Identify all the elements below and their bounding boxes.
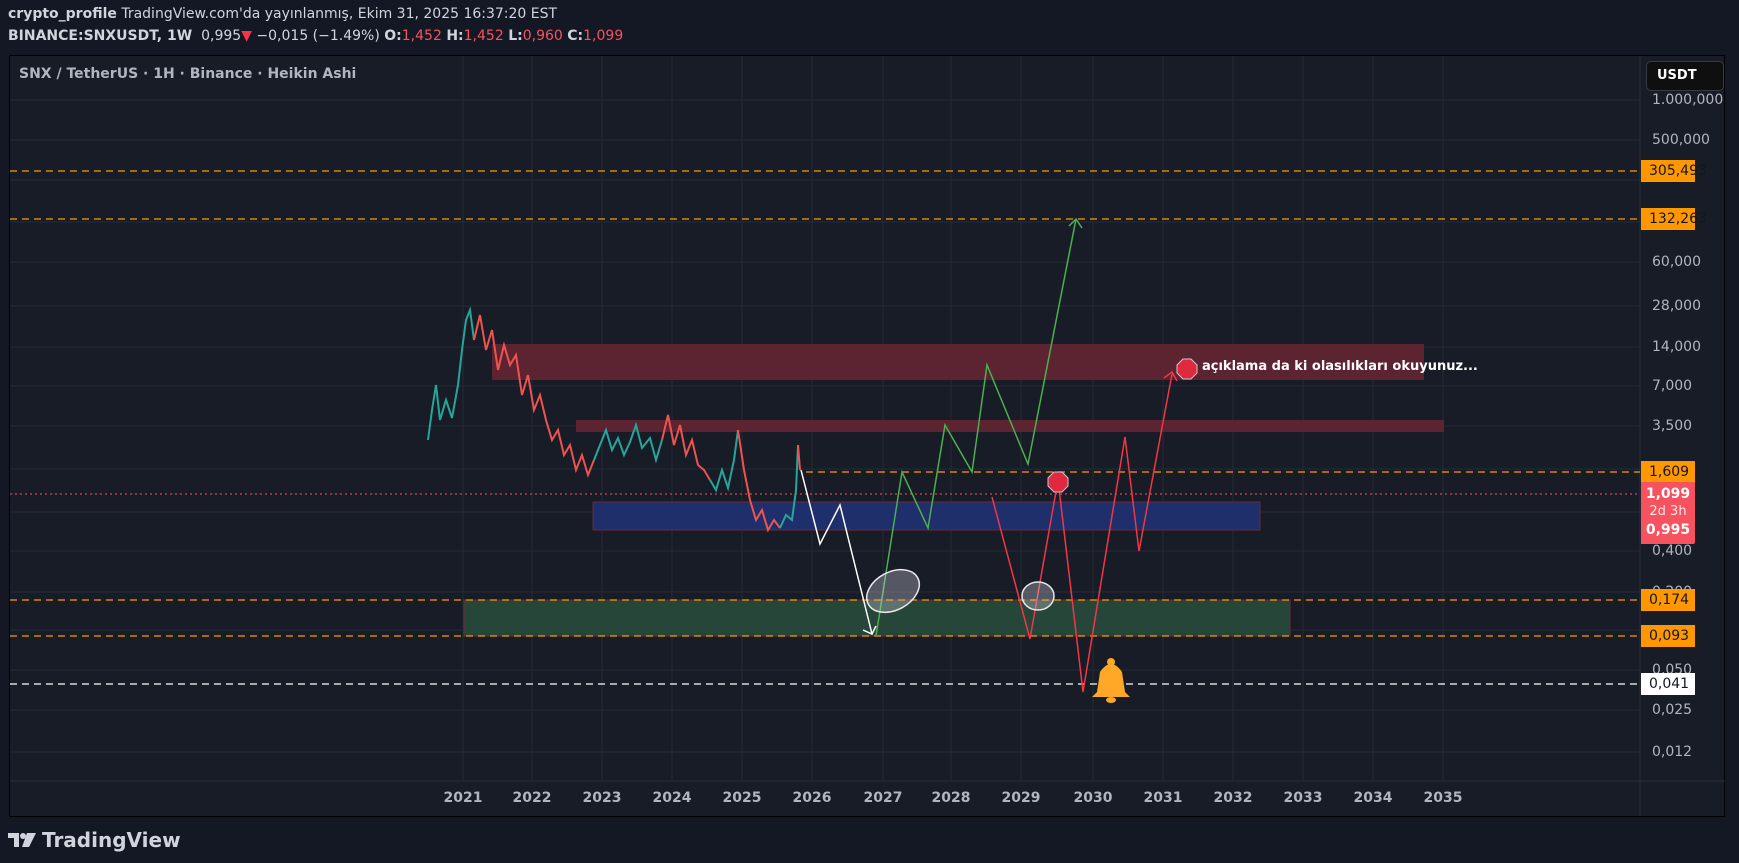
price-tick: 28,000 bbox=[1652, 298, 1701, 314]
triangle-down-icon: ▼ bbox=[241, 28, 252, 44]
price-tick: 500,000 bbox=[1652, 132, 1710, 148]
price-level-label[interactable]: 132,263 bbox=[1641, 208, 1707, 230]
price-tick: 14,000 bbox=[1652, 339, 1701, 355]
time-tick: 2028 bbox=[931, 790, 971, 806]
time-tick: 2033 bbox=[1283, 790, 1323, 806]
bell-alert-icon[interactable] bbox=[1092, 658, 1130, 703]
price-level-label[interactable]: 0,174 bbox=[1641, 589, 1695, 611]
price-change: −0,015 (−1.49%) bbox=[256, 28, 380, 44]
stop-sign-icon[interactable] bbox=[1047, 471, 1069, 493]
time-tick: 2034 bbox=[1353, 790, 1393, 806]
close-price-value: 0,995 bbox=[1645, 522, 1691, 538]
open-label: O: bbox=[384, 28, 402, 44]
close-label: C: bbox=[567, 28, 584, 44]
red-projection-line[interactable] bbox=[991, 373, 1173, 693]
green-projection-line[interactable] bbox=[875, 218, 1077, 637]
price-tick: 0,012 bbox=[1652, 744, 1693, 760]
current-price-value: 1,099 bbox=[1645, 486, 1691, 502]
chart-panel[interactable] bbox=[9, 55, 1725, 817]
green-arrow-head bbox=[1068, 217, 1083, 229]
ellipse-marker-1[interactable] bbox=[859, 561, 926, 621]
white-arrow-head bbox=[862, 625, 877, 635]
logo-text: TradingView bbox=[42, 828, 181, 852]
symbol-info: BINANCE:SNXUSDT, 1W 0,995▼ −0,015 (−1.49… bbox=[8, 28, 623, 44]
red-arrow-head bbox=[1163, 370, 1178, 382]
time-tick: 2032 bbox=[1213, 790, 1253, 806]
time-tick: 2023 bbox=[582, 790, 622, 806]
time-tick: 2031 bbox=[1143, 790, 1183, 806]
high-label: H: bbox=[446, 28, 464, 44]
tradingview-logo-icon bbox=[8, 833, 36, 847]
grid bbox=[10, 56, 1640, 780]
annotation-text[interactable]: açıklama da ki olasılıkları okuyunuz... bbox=[1202, 359, 1478, 374]
ellipse-marker-2[interactable] bbox=[1021, 581, 1055, 611]
price-candles bbox=[427, 306, 801, 533]
low-label: L: bbox=[508, 28, 523, 44]
price-level-label[interactable]: 0,093 bbox=[1641, 625, 1695, 647]
price-tick: 0,400 bbox=[1652, 543, 1693, 559]
price-level-lines bbox=[10, 170, 1640, 685]
price-level-label[interactable]: 305,493 bbox=[1641, 160, 1707, 182]
symbol-label: BINANCE:SNXUSDT, 1W bbox=[8, 28, 193, 44]
time-tick: 2030 bbox=[1073, 790, 1113, 806]
close-value: 1,099 bbox=[583, 28, 624, 44]
time-tick: 2035 bbox=[1423, 790, 1463, 806]
time-tick: 2025 bbox=[722, 790, 762, 806]
time-tick: 2021 bbox=[443, 790, 483, 806]
time-tick: 2022 bbox=[512, 790, 552, 806]
white-projection-line[interactable] bbox=[800, 469, 873, 635]
bar-countdown: 2d 3h bbox=[1649, 504, 1687, 519]
last-price: 0,995 bbox=[201, 28, 242, 44]
price-tick: 60,000 bbox=[1652, 254, 1701, 270]
price-level-label[interactable]: 1,609 bbox=[1641, 461, 1695, 483]
chart-legend[interactable]: SNX / TetherUS · 1H · Binance · Heikin A… bbox=[19, 66, 357, 82]
time-tick: 2024 bbox=[652, 790, 692, 806]
price-tick: 3,500 bbox=[1652, 418, 1693, 434]
open-value: 1,452 bbox=[401, 28, 442, 44]
resistance-zone-lower[interactable] bbox=[576, 420, 1444, 432]
time-tick: 2029 bbox=[1001, 790, 1041, 806]
time-tick: 2027 bbox=[863, 790, 903, 806]
currency-button[interactable]: USDT bbox=[1646, 61, 1724, 91]
current-price-label: 1,099 2d 3h 0,995 bbox=[1641, 482, 1695, 544]
publish-info: crypto_profile TradingView.com'da yayınl… bbox=[8, 6, 557, 22]
price-tick: 1.000,000 bbox=[1652, 92, 1724, 108]
tradingview-logo[interactable]: TradingView bbox=[8, 828, 181, 852]
price-tick: 0,025 bbox=[1652, 702, 1693, 718]
price-level-label[interactable]: 0,041 bbox=[1641, 673, 1695, 695]
resistance-zone-upper[interactable] bbox=[492, 344, 1424, 380]
published-text: TradingView.com'da yayınlanmış, Ekim 31,… bbox=[121, 6, 558, 22]
high-value: 1,452 bbox=[463, 28, 504, 44]
price-tick: 7,000 bbox=[1652, 378, 1693, 394]
author-name[interactable]: crypto_profile bbox=[8, 6, 117, 22]
stop-sign-icon[interactable] bbox=[1176, 358, 1198, 380]
time-tick: 2026 bbox=[792, 790, 832, 806]
low-value: 0,960 bbox=[522, 28, 563, 44]
